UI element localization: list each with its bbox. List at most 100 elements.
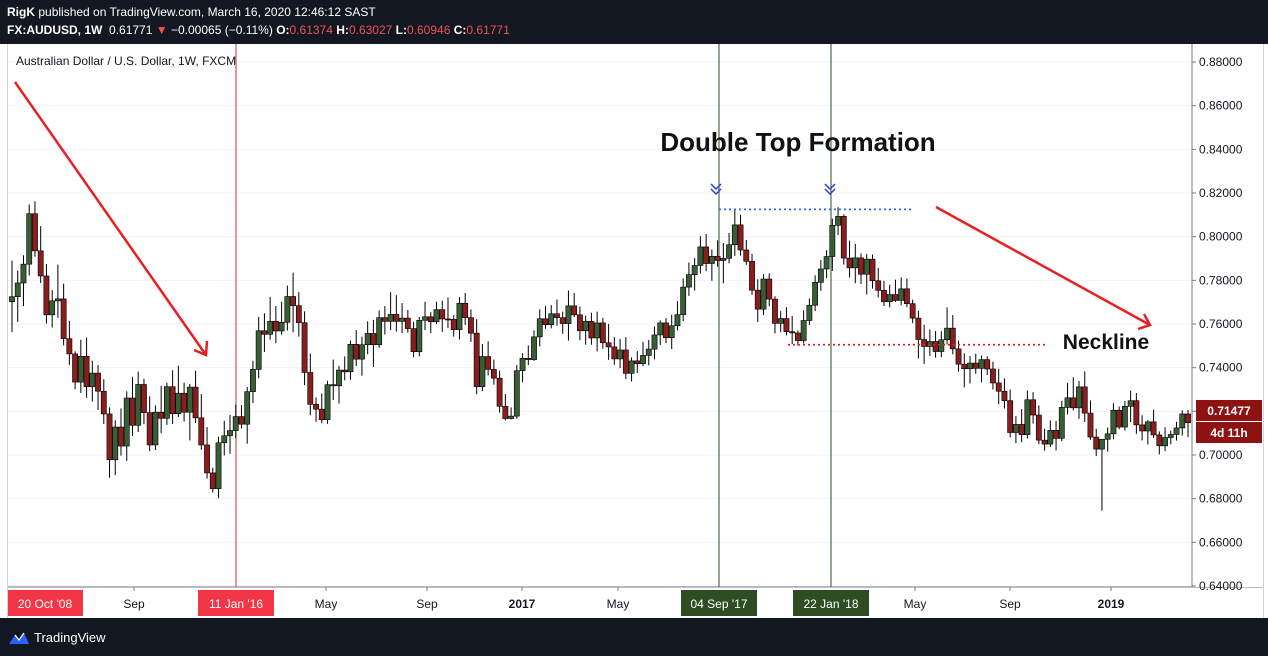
candle-body-down <box>353 344 360 360</box>
candle <box>1156 431 1163 455</box>
candle <box>32 201 38 257</box>
candle-body-down <box>295 305 302 323</box>
candle-body-down <box>60 298 67 339</box>
candle <box>1053 420 1059 451</box>
low-label: L: <box>395 23 407 37</box>
candle-body-up <box>708 256 715 264</box>
candle-body-down <box>915 317 922 340</box>
candle-body-up <box>645 348 652 356</box>
candle <box>9 260 15 333</box>
price-tick-label: 0.66000 <box>1199 535 1243 549</box>
candle <box>525 345 532 366</box>
candle <box>909 299 916 324</box>
time-axis[interactable]: Sep May Sep 2017 May May Sep 2019 <box>123 587 1125 611</box>
candle-body-up <box>513 370 520 417</box>
candle-body-up <box>1121 406 1128 428</box>
candle <box>146 396 153 452</box>
candle-body-down <box>611 346 618 360</box>
symbol-name: FX:AUDUSD, 1W <box>7 23 103 37</box>
candle-body-down <box>737 224 744 251</box>
candle <box>869 254 876 289</box>
candle-body-up <box>1024 399 1031 435</box>
candle-body-down <box>404 317 411 329</box>
candle <box>772 296 778 334</box>
candle-body-up <box>20 263 27 284</box>
author-name[interactable]: RigK <box>7 5 35 19</box>
candle-body-up <box>806 304 813 321</box>
candle-body-down <box>932 341 939 352</box>
price-axis[interactable]: 0.88000 0.86000 0.84000 0.82000 0.80000 0.780… <box>1192 55 1243 593</box>
candle <box>904 278 910 308</box>
candle <box>990 361 996 390</box>
candlestick-chart[interactable]: Double Top Formation Neckline Australian… <box>7 44 1263 618</box>
candle <box>554 299 560 326</box>
candle <box>1173 421 1180 441</box>
candle <box>1070 377 1077 411</box>
candle <box>726 232 732 264</box>
candle-body-down <box>198 417 205 446</box>
candle <box>181 382 187 422</box>
candle-body-down <box>955 348 962 365</box>
candle-body-up <box>387 314 394 322</box>
candle <box>496 370 503 413</box>
candle <box>617 338 623 369</box>
candle <box>72 351 79 390</box>
candle <box>1087 400 1094 440</box>
candle-body-down <box>869 258 876 282</box>
date-marker-lines <box>235 44 832 587</box>
candle-body-down <box>634 360 641 365</box>
chart-legend: Australian Dollar / U.S. Dollar, 1W, FXC… <box>16 54 236 68</box>
candle-body-down <box>468 317 474 334</box>
annotations: Double Top Formation Neckline Australian… <box>13 54 1152 357</box>
price-tick-label: 0.64000 <box>1199 579 1243 593</box>
candle-body-down <box>450 319 457 330</box>
chart-panel[interactable]: Double Top Formation Neckline Australian… <box>7 44 1264 618</box>
candle-body-down <box>43 275 50 316</box>
candle <box>175 365 182 418</box>
candle <box>1133 392 1140 434</box>
candle-body-down <box>169 386 176 415</box>
candle <box>376 310 383 348</box>
candle-body-down <box>313 404 319 410</box>
candle-body-down <box>743 249 750 262</box>
price-tick-label: 0.78000 <box>1199 273 1243 287</box>
candle <box>817 260 824 291</box>
change-down-icon: ▼ <box>155 23 168 37</box>
candle-body-down <box>542 318 549 325</box>
candle <box>571 292 578 318</box>
candle <box>416 317 423 357</box>
candle-body-down <box>1053 430 1059 439</box>
candle <box>250 360 256 404</box>
candle <box>1018 409 1025 443</box>
price-change: −0.00065 (−0.11%) <box>170 23 273 37</box>
candle <box>720 242 727 284</box>
candle <box>1030 392 1037 424</box>
candle-body-down <box>95 372 101 392</box>
candle-body-down <box>502 406 509 419</box>
open-value: 0.61374 <box>289 23 333 37</box>
candle <box>1121 401 1128 431</box>
candle-body-down <box>525 357 532 360</box>
candle <box>158 385 165 434</box>
date-highlight-label: 11 Jan '16 <box>198 590 274 616</box>
candle-body-up <box>255 330 262 370</box>
candle-body-up <box>508 415 514 419</box>
tradingview-brand[interactable]: TradingView <box>34 630 106 645</box>
candle <box>1139 415 1146 441</box>
candle <box>863 254 870 295</box>
candle-body-up <box>686 274 692 288</box>
candle <box>703 234 710 272</box>
tradingview-logo-icon[interactable] <box>8 630 30 646</box>
candle <box>1081 371 1088 423</box>
candle <box>43 263 50 324</box>
close-value: 0.61771 <box>466 23 510 37</box>
candle-body-up <box>944 327 950 341</box>
time-tick-label: May <box>904 597 927 611</box>
candle <box>123 391 130 461</box>
price-tick-label: 0.80000 <box>1199 230 1243 244</box>
candle-body-down <box>990 368 996 384</box>
candle <box>622 337 629 380</box>
candle-body-down <box>1133 400 1140 426</box>
candle <box>129 376 136 437</box>
price-tick-label: 0.88000 <box>1199 55 1243 69</box>
